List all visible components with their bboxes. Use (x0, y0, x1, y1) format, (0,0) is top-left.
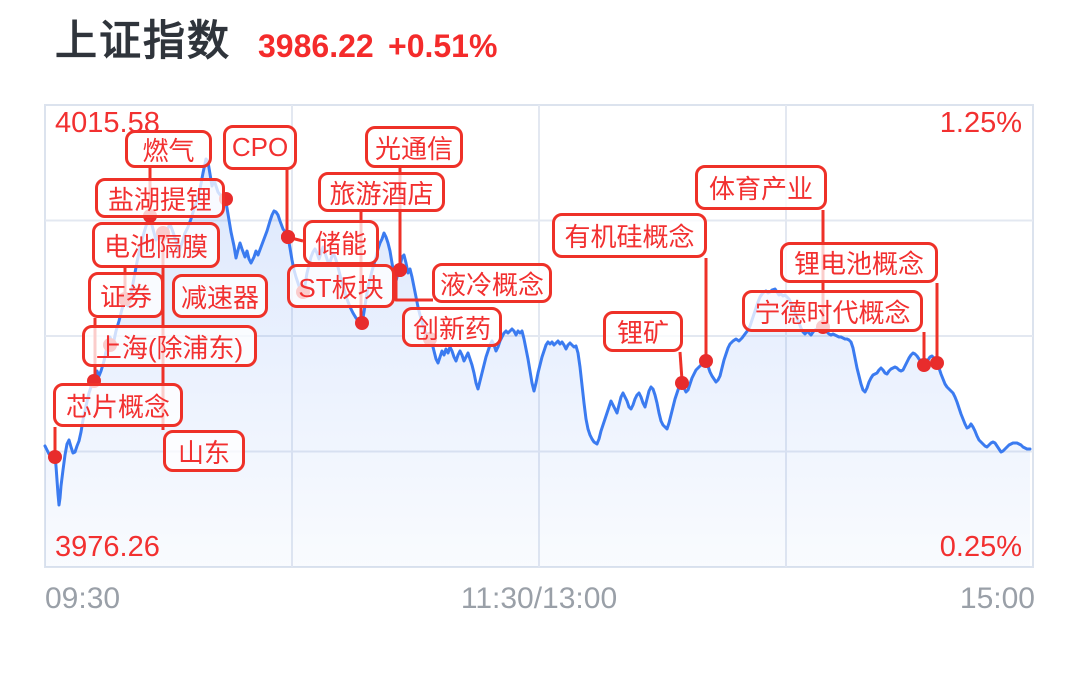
annotation-label[interactable]: 液冷概念 (432, 263, 552, 303)
anchor-dot (355, 316, 369, 330)
annotation-label[interactable]: 体育产业 (695, 165, 827, 210)
x-tick-0930: 09:30 (45, 582, 121, 615)
x-tick-1500: 15:00 (959, 582, 1035, 615)
y-min-label: 3976.26 (55, 531, 160, 563)
annotation-label[interactable]: 创新药 (402, 307, 502, 347)
annotation-label[interactable]: 燃气 (125, 130, 212, 168)
annotation-label[interactable]: 减速器 (172, 274, 268, 318)
index-change-percent: +0.51% (388, 28, 498, 64)
annotation-label[interactable]: 光通信 (365, 126, 463, 168)
annotation-label[interactable]: 锂矿 (603, 311, 683, 352)
annotation-label[interactable]: CPO (223, 125, 297, 170)
annotation-label[interactable]: 储能 (303, 220, 379, 265)
anchor-dot (393, 263, 407, 277)
index-price: 3986.22 (258, 28, 374, 64)
annotation-label[interactable]: 盐湖提锂 (95, 178, 225, 218)
anchor-dot (930, 356, 944, 370)
annotation-label[interactable]: 芯片概念 (53, 383, 183, 427)
x-tick-1130-1300: 11:30/13:00 (460, 582, 618, 615)
page-title: 上证指数 (55, 17, 232, 64)
annotation-label[interactable]: 上海(除浦东) (82, 325, 257, 367)
y-max-pct-label: 1.25% (939, 107, 1022, 139)
anchor-dot (281, 230, 295, 244)
anchor-dot (48, 450, 62, 464)
annotation-label[interactable]: 山东 (163, 430, 245, 472)
annotation-connector (394, 273, 433, 302)
annotation-label[interactable]: 旅游酒店 (318, 172, 445, 212)
annotation-label[interactable]: 宁德时代概念 (742, 290, 923, 332)
price-line (43, 157, 1032, 507)
annotation-label[interactable]: 有机硅概念 (552, 213, 707, 258)
annotation-label[interactable]: 证券 (88, 272, 164, 318)
annotation-connector (678, 351, 684, 381)
annotation-label[interactable]: ST板块 (287, 264, 395, 308)
y-min-pct-label: 0.25% (939, 531, 1022, 563)
annotation-label[interactable]: 锂电池概念 (780, 242, 938, 283)
anchor-dot (675, 376, 689, 390)
anchor-dot (917, 358, 931, 372)
anchor-dot (699, 354, 713, 368)
y-max-label: 4015.58 (55, 107, 160, 139)
annotation-label[interactable]: 电池隔膜 (92, 222, 220, 268)
